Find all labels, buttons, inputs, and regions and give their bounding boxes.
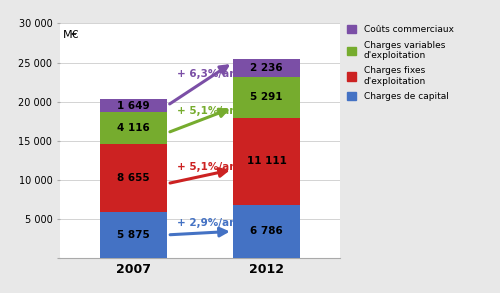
Text: 1 649: 1 649 (117, 101, 150, 111)
Text: + 6,3%/an: + 6,3%/an (177, 69, 236, 79)
Text: + 2,9%/an: + 2,9%/an (177, 218, 236, 229)
Bar (100, 144, 166, 212)
Bar (100, 212, 166, 258)
Text: 11 111: 11 111 (246, 156, 286, 166)
Text: 5 875: 5 875 (117, 230, 150, 240)
Bar (100, 112, 166, 144)
Text: + 5,1%/an: + 5,1%/an (177, 162, 236, 172)
Text: M€: M€ (63, 30, 80, 40)
Text: 8 655: 8 655 (117, 173, 150, 183)
Bar (234, 118, 300, 205)
Bar (234, 59, 300, 77)
Text: 5 291: 5 291 (250, 92, 283, 102)
Legend: Coûts commerciaux, Charges variables
d'exploitation, Charges fixes
d'exploitatio: Coûts commerciaux, Charges variables d'e… (346, 23, 456, 103)
Text: 4 116: 4 116 (117, 123, 150, 133)
Text: 6 786: 6 786 (250, 226, 283, 236)
Bar (234, 77, 300, 118)
Text: + 5,1%/an: + 5,1%/an (177, 106, 236, 116)
Bar (100, 99, 166, 112)
Bar (234, 205, 300, 258)
Text: 2 236: 2 236 (250, 63, 283, 73)
